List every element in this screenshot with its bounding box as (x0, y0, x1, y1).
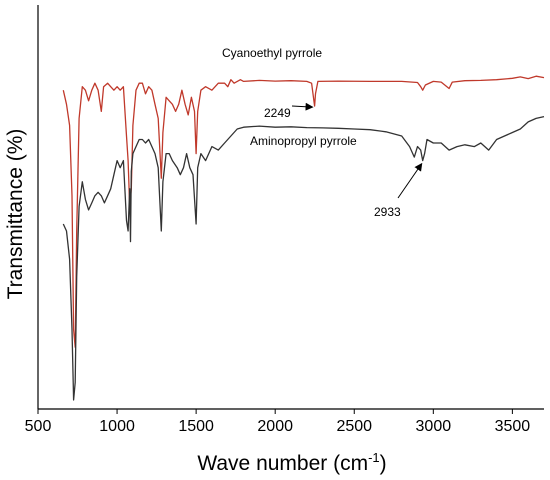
x-axis-title-superscript: -1 (368, 450, 380, 465)
annotation-arrow-2249 (291, 102, 314, 111)
x-tick-label-2000: 2000 (257, 418, 293, 435)
series-line-aminopropyl-pyrrole (62, 115, 545, 401)
x-axis-title: Wave number (cm-1) (197, 450, 386, 475)
x-tick-label-1000: 1000 (99, 418, 135, 435)
x-tick-label-1500: 1500 (178, 418, 214, 435)
series-label-cyanoethyl-pyrrole: Cyanoethyl pyrrole (222, 46, 322, 60)
y-axis-title: Transmittance (%) (4, 129, 27, 300)
plot-area (62, 75, 545, 401)
x-axis-ticks: 500 1000 1500 2000 2500 3000 3500 (25, 409, 531, 435)
x-axis-title-close: ) (380, 452, 387, 475)
series-label-aminopropyl-pyrrole: Aminopropyl pyrrole (250, 134, 357, 148)
x-tick-label-500: 500 (25, 418, 52, 435)
x-tick-label-3500: 3500 (495, 418, 531, 435)
series-line-cyanoethyl-pyrrole (62, 75, 545, 348)
annotation-arrow-2933 (397, 162, 423, 199)
annotation-2933: 2933 (374, 205, 401, 219)
annotation-2249: 2249 (264, 106, 291, 120)
x-tick-label-3000: 3000 (416, 418, 452, 435)
x-tick-label-2500: 2500 (336, 418, 372, 435)
x-axis-title-main: Wave number (cm (197, 452, 368, 475)
